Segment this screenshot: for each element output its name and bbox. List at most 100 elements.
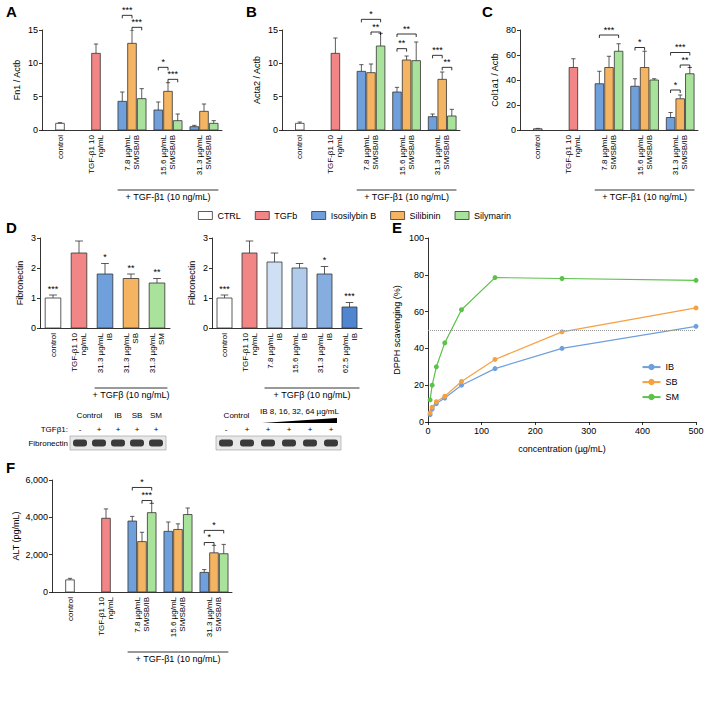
- svg-text:*: *: [638, 37, 642, 47]
- svg-text:2: 2: [31, 263, 36, 273]
- svg-text:31.3 µg/mL: 31.3 µg/mL: [316, 332, 325, 373]
- svg-text:7.8 µg/mL: 7.8 µg/mL: [600, 134, 609, 170]
- svg-text:**: **: [443, 57, 451, 67]
- svg-text:10: 10: [28, 58, 38, 68]
- svg-text:TGF-β1 10: TGF-β1 10: [70, 332, 79, 371]
- svg-text:SM/SB/IB: SM/SB/IB: [214, 597, 223, 632]
- svg-text:SM/SB/IB: SM/SB/IB: [609, 135, 618, 170]
- svg-text:CTRL: CTRL: [217, 211, 241, 221]
- svg-text:0: 0: [511, 125, 516, 135]
- svg-text:ng/mL: ng/mL: [250, 332, 259, 355]
- svg-text:-: -: [225, 425, 228, 434]
- svg-text:500: 500: [688, 426, 703, 436]
- svg-text:+ TGF-β1 (10 ng/mL): + TGF-β1 (10 ng/mL): [136, 654, 221, 664]
- svg-text:Fibronectin: Fibronectin: [15, 261, 25, 306]
- svg-text:D: D: [6, 219, 17, 236]
- svg-text:***: ***: [675, 42, 686, 52]
- svg-text:ng/mL: ng/mL: [573, 134, 582, 157]
- svg-text:**: **: [403, 24, 411, 34]
- svg-text:***: ***: [168, 69, 179, 79]
- svg-text:*: *: [161, 57, 165, 67]
- svg-text:2,000: 2,000: [25, 550, 48, 560]
- svg-text:400: 400: [635, 426, 650, 436]
- svg-text:SM/SB/IB: SM/SB/IB: [168, 135, 177, 170]
- svg-text:15.6 µg/mL: 15.6 µg/mL: [398, 134, 407, 175]
- svg-text:40: 40: [414, 343, 424, 353]
- svg-text:**: **: [127, 263, 135, 273]
- svg-text:+: +: [97, 425, 102, 434]
- svg-text:62.5 µg/mL: 62.5 µg/mL: [341, 332, 350, 373]
- svg-text:1: 1: [203, 293, 208, 303]
- svg-text:Silibinin: Silibinin: [410, 211, 441, 221]
- svg-text:ng/mL: ng/mL: [335, 134, 344, 157]
- svg-text:*: *: [207, 532, 211, 542]
- svg-text:31.3 µg/mL: 31.3 µg/mL: [148, 332, 157, 373]
- svg-text:TGFβ1:: TGFβ1:: [41, 425, 68, 434]
- svg-text:60: 60: [506, 50, 516, 60]
- svg-text:SM/SB/IB: SM/SB/IB: [407, 135, 416, 170]
- svg-text:***: ***: [122, 5, 133, 15]
- svg-text:5: 5: [33, 92, 38, 102]
- svg-text:ng/mL: ng/mL: [106, 596, 115, 619]
- svg-text:Control: Control: [224, 411, 250, 420]
- svg-text:5: 5: [273, 92, 278, 102]
- svg-text:3: 3: [31, 233, 36, 243]
- svg-text:SM/SB/IB: SM/SB/IB: [132, 135, 141, 170]
- svg-text:+: +: [308, 425, 313, 434]
- svg-text:SM/SB/IB: SM/SB/IB: [178, 597, 187, 632]
- svg-text:100: 100: [409, 233, 424, 243]
- svg-text:**: **: [681, 55, 689, 65]
- svg-text:Isosilybin B: Isosilybin B: [331, 211, 377, 221]
- svg-text:7.8 µg/mL: 7.8 µg/mL: [266, 332, 275, 368]
- svg-text:2: 2: [203, 263, 208, 273]
- svg-text:IB: IB: [325, 333, 334, 341]
- svg-text:control: control: [533, 135, 542, 159]
- svg-text:0: 0: [203, 323, 208, 333]
- svg-text:+ TGF-β1 (10 ng/mL): + TGF-β1 (10 ng/mL): [364, 192, 449, 202]
- svg-text:31.3 µg/mL: 31.3 µg/mL: [433, 134, 442, 175]
- svg-text:+: +: [287, 425, 292, 434]
- svg-text:DPPH scavenging (%): DPPH scavenging (%): [392, 285, 402, 375]
- svg-text:200: 200: [528, 426, 543, 436]
- svg-text:***: ***: [344, 291, 355, 301]
- svg-text:**: **: [153, 267, 161, 277]
- svg-text:IB: IB: [275, 333, 284, 341]
- svg-text:**: **: [398, 38, 406, 48]
- svg-text:20: 20: [506, 100, 516, 110]
- svg-text:80: 80: [414, 270, 424, 280]
- svg-text:15.6 µg/mL: 15.6 µg/mL: [169, 596, 178, 637]
- svg-text:SM/SB/IB: SM/SB/IB: [204, 135, 213, 170]
- svg-text:Acta2 / Actb: Acta2 / Actb: [252, 56, 262, 104]
- svg-text:IB 8, 16, 32, 64 µg/mL: IB 8, 16, 32, 64 µg/mL: [260, 407, 339, 416]
- svg-text:80: 80: [506, 25, 516, 35]
- svg-text:+: +: [329, 425, 334, 434]
- svg-text:Col1a1 / Actb: Col1a1 / Actb: [490, 53, 500, 107]
- svg-text:ALT (pg/mL): ALT (pg/mL): [11, 511, 21, 560]
- svg-text:+ TGF-β1 (10 ng/mL): + TGF-β1 (10 ng/mL): [602, 192, 687, 202]
- svg-text:*: *: [323, 255, 327, 265]
- svg-text:*: *: [103, 252, 107, 262]
- svg-text:60: 60: [414, 307, 424, 317]
- svg-text:0: 0: [273, 125, 278, 135]
- svg-text:B: B: [246, 3, 257, 20]
- svg-text:15.6 µg/mL: 15.6 µg/mL: [159, 134, 168, 175]
- svg-text:Fibronectin: Fibronectin: [28, 439, 68, 448]
- svg-text:*: *: [674, 80, 678, 90]
- svg-text:+: +: [135, 425, 140, 434]
- svg-text:***: ***: [48, 284, 59, 294]
- svg-text:ng/mL: ng/mL: [79, 332, 88, 355]
- svg-text:15: 15: [28, 25, 38, 35]
- svg-text:control: control: [49, 333, 58, 357]
- svg-text:SM/SB/IB: SM/SB/IB: [645, 135, 654, 170]
- svg-text:Silymarin: Silymarin: [474, 211, 511, 221]
- svg-text:300: 300: [581, 426, 596, 436]
- svg-text:7.8 µg/mL: 7.8 µg/mL: [362, 134, 371, 170]
- svg-text:SM/SB/IB: SM/SB/IB: [442, 135, 451, 170]
- svg-text:40: 40: [506, 75, 516, 85]
- svg-text:TGF-β1 10: TGF-β1 10: [241, 332, 250, 371]
- svg-text:0: 0: [31, 323, 36, 333]
- svg-text:+ TGF-β1 (10 ng/mL): + TGF-β1 (10 ng/mL): [126, 192, 211, 202]
- svg-text:TGFb: TGFb: [274, 211, 297, 221]
- svg-text:F: F: [6, 459, 15, 476]
- svg-text:SM/SB/IB: SM/SB/IB: [142, 597, 151, 632]
